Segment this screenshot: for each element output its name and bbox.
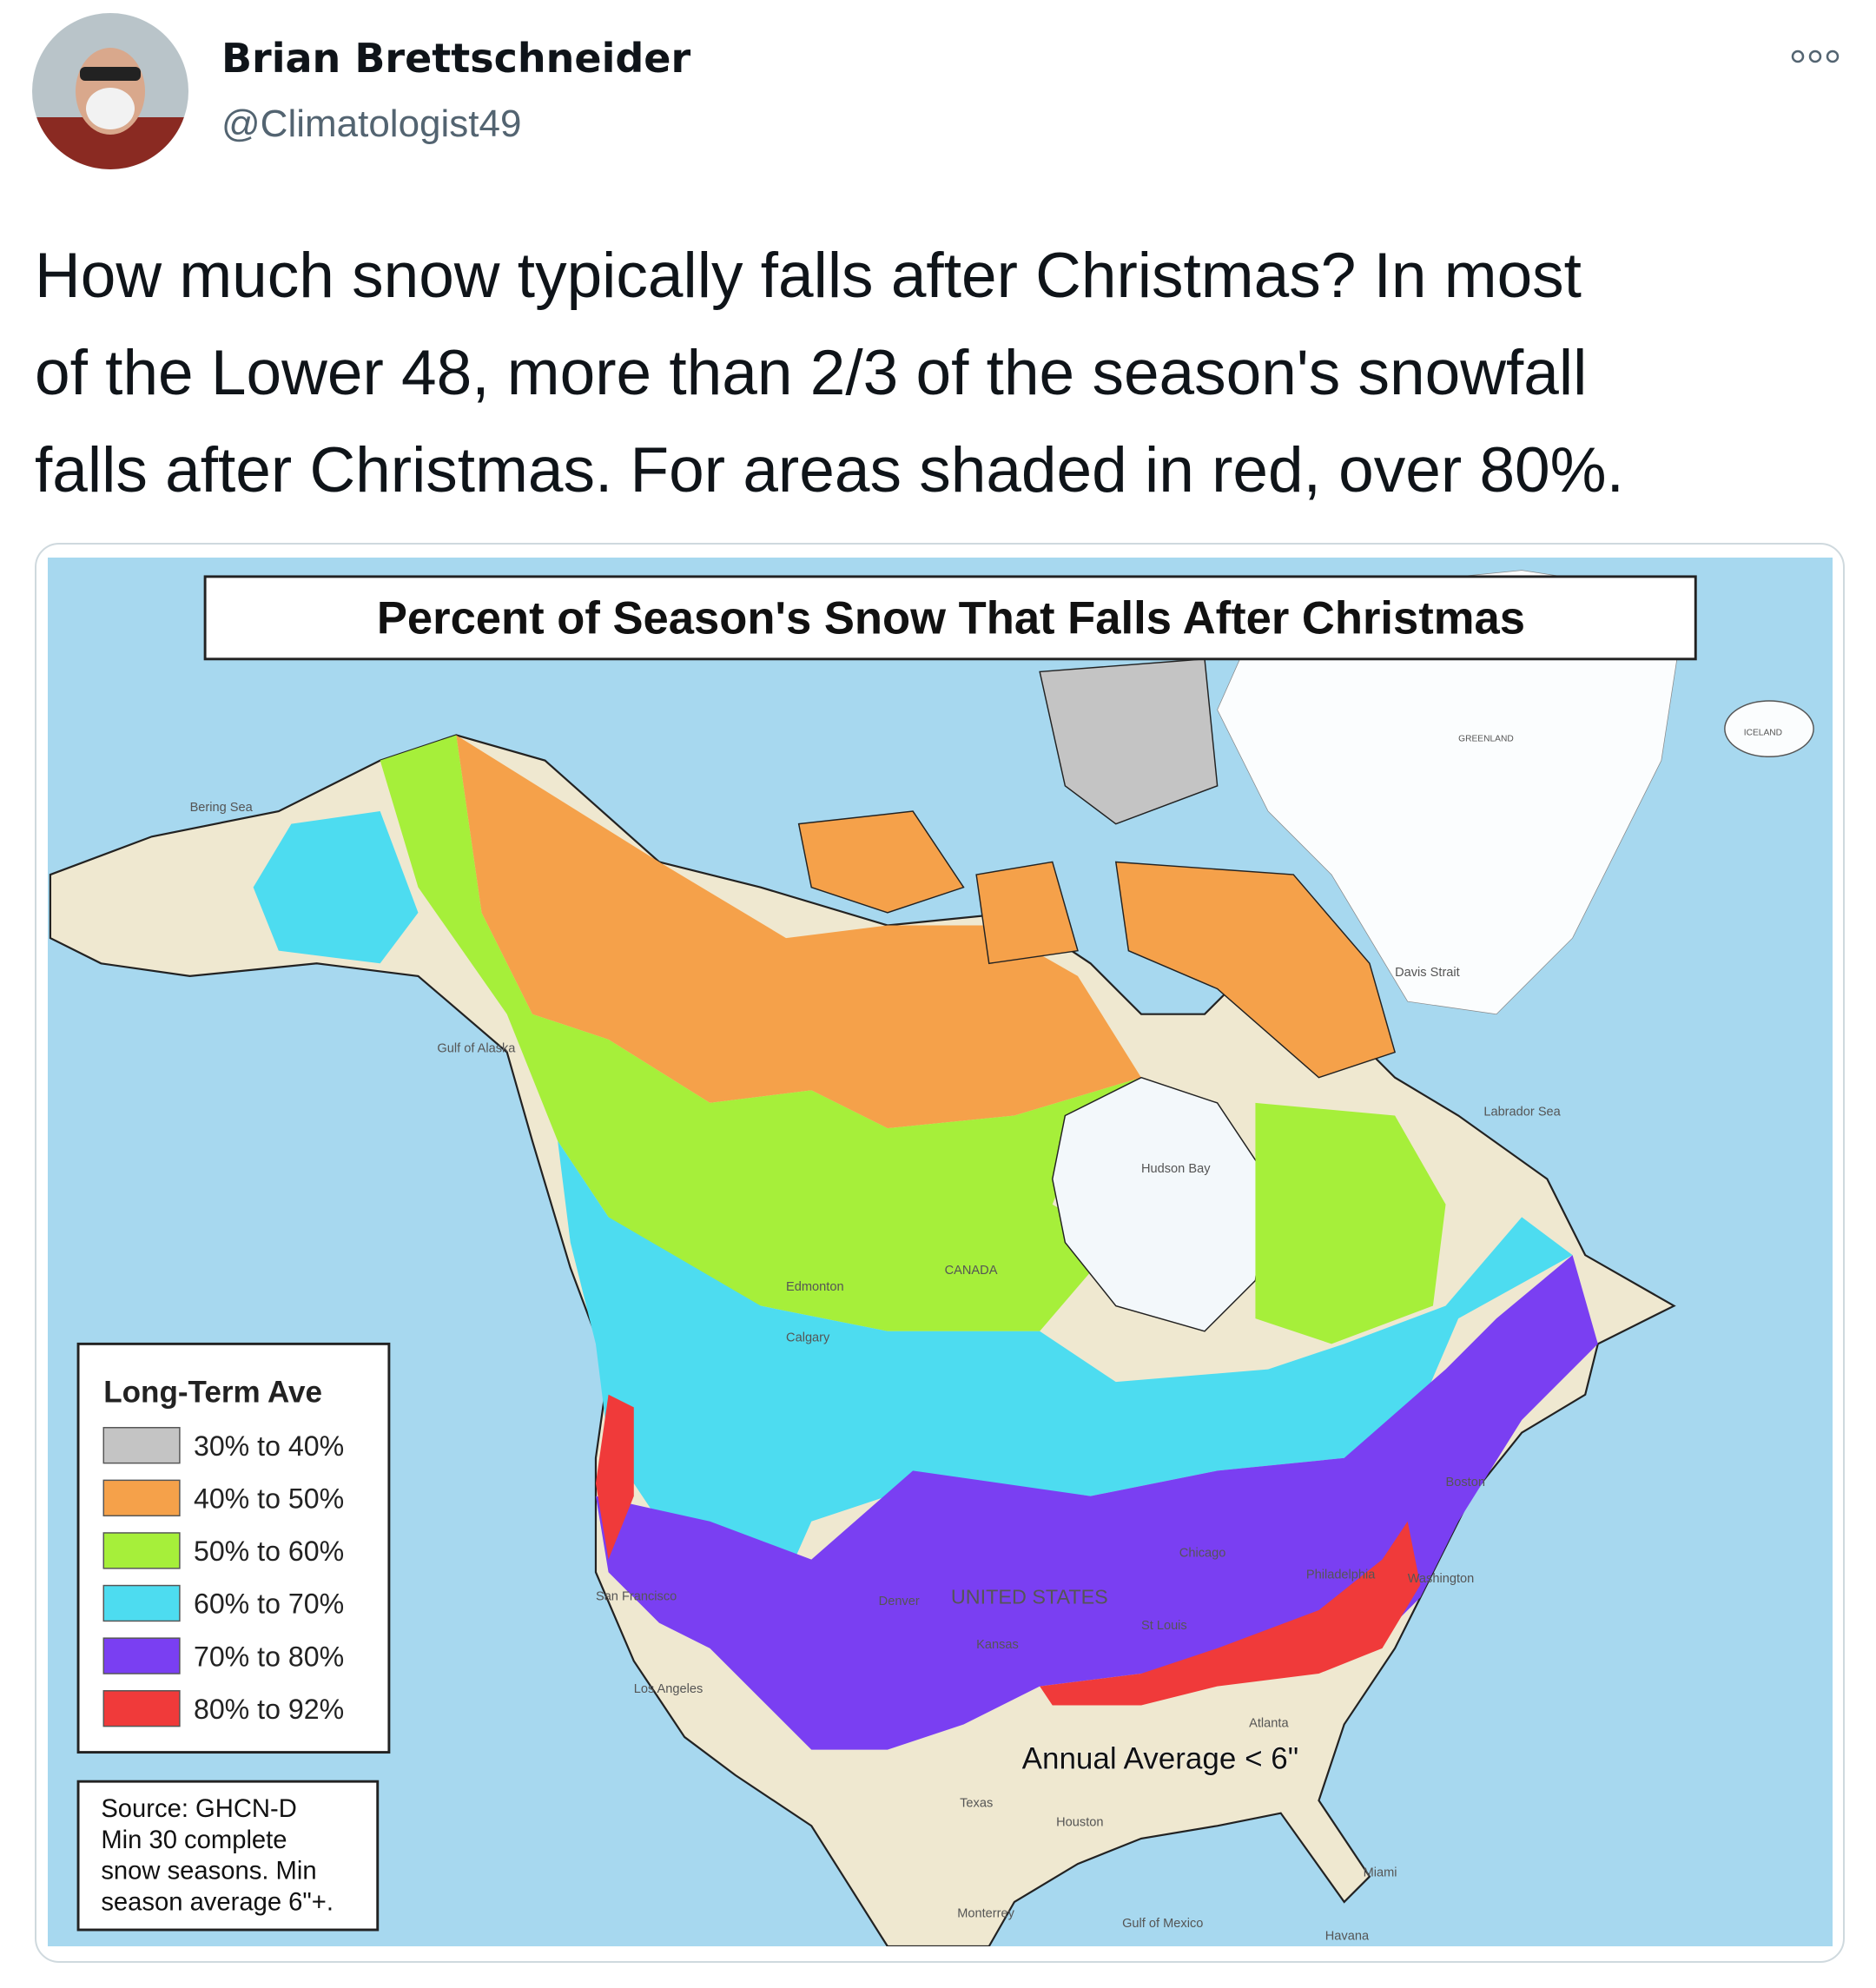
- legend-swatch: [102, 1427, 181, 1464]
- map-title: Percent of Season's Snow That Falls Afte…: [377, 593, 1525, 644]
- source-line: snow seasons. Min: [101, 1858, 316, 1886]
- author-name[interactable]: Brian Brettschneider: [221, 35, 691, 82]
- legend-label: 50% to 60%: [194, 1536, 344, 1567]
- map-label: St Louis: [1141, 1619, 1187, 1633]
- zone: [1114, 861, 1397, 1079]
- text-line: How much snow typically falls after Chri…: [35, 241, 1582, 311]
- map: CANADA UNITED STATES Hudson Bay Texas Ho…: [48, 558, 1833, 1946]
- source-box: [76, 1780, 380, 1932]
- legend: Long-Term Ave 30% to 40% 40% to 50% 50% to…: [76, 1342, 391, 1754]
- iceland: [1724, 700, 1814, 757]
- map-label: Davis Strait: [1395, 966, 1460, 980]
- legend-swatch: [102, 1532, 181, 1569]
- legend-label: 70% to 80%: [194, 1641, 344, 1672]
- map-label: Los Angeles: [634, 1682, 704, 1696]
- source-note: Source: GHCN-D Min 30 complete snow season…: [76, 1780, 380, 1932]
- zone: [558, 1140, 1573, 1636]
- map-label: Philadelphia: [1306, 1569, 1376, 1582]
- legend-swatch: [102, 1584, 181, 1622]
- map-label: Edmonton: [786, 1280, 844, 1294]
- tweet-text: How much snow typically falls after Chri…: [35, 228, 1624, 519]
- source-line: season average 6"+.: [101, 1888, 334, 1916]
- legend-label: 60% to 70%: [194, 1588, 344, 1620]
- map-label: Atlanta: [1249, 1716, 1289, 1730]
- map-label: ICELAND: [1744, 728, 1782, 737]
- map-label: CANADA: [945, 1264, 998, 1278]
- map-label: San Francisco: [596, 1589, 677, 1603]
- map-label: Hudson Bay: [1141, 1162, 1211, 1176]
- map-label: Washington: [1408, 1572, 1475, 1586]
- map-label: Miami: [1364, 1866, 1397, 1880]
- map-label: Monterrey: [957, 1906, 1014, 1920]
- map-label: Calgary: [786, 1331, 830, 1344]
- zone: [975, 861, 1079, 965]
- map-label: Gulf of Alaska: [437, 1042, 516, 1056]
- zone: [797, 810, 965, 914]
- text-line: falls after Christmas. For areas shaded …: [35, 435, 1624, 505]
- text-line: of the Lower 48, more than 2/3 of the se…: [35, 338, 1588, 408]
- more-menu[interactable]: [1789, 48, 1841, 65]
- source-line: Source: GHCN-D: [101, 1795, 296, 1823]
- hudson-bay: [1052, 1076, 1269, 1332]
- legend-label: 80% to 92%: [194, 1694, 344, 1725]
- map-label: Houston: [1056, 1815, 1103, 1829]
- source-line: Min 30 complete: [101, 1826, 287, 1854]
- legend-label: 40% to 50%: [194, 1483, 344, 1514]
- legend-swatch: [102, 1637, 181, 1674]
- zone: [1039, 658, 1219, 825]
- map-label: GREENLAND: [1458, 735, 1514, 744]
- legend-swatch: [102, 1479, 181, 1516]
- title-box: [203, 575, 1697, 661]
- legend-title: Long-Term Ave: [103, 1376, 322, 1410]
- map-label: Chicago: [1179, 1547, 1226, 1561]
- map-label: Bering Sea: [190, 801, 254, 815]
- map-label: Denver: [879, 1595, 920, 1608]
- map-label: UNITED STATES: [951, 1586, 1108, 1608]
- map-label: Texas: [960, 1796, 993, 1810]
- annotation: Annual Average < 6": [1022, 1742, 1299, 1776]
- map-label: Labrador Sea: [1483, 1106, 1561, 1119]
- legend-label: 30% to 40%: [194, 1430, 344, 1462]
- avatar[interactable]: [32, 13, 188, 169]
- zone: [1255, 1102, 1446, 1344]
- zone: [253, 811, 419, 964]
- author-handle[interactable]: @Climatologist49: [221, 102, 522, 145]
- map-label: Boston: [1446, 1476, 1485, 1489]
- zone: [380, 735, 1141, 1331]
- map-label: Gulf of Mexico: [1122, 1917, 1203, 1931]
- media-card[interactable]: [35, 543, 1845, 1963]
- map-label: Kansas: [976, 1638, 1019, 1652]
- legend-swatch: [102, 1690, 181, 1727]
- zone: [456, 735, 1141, 1129]
- zone: [1040, 1521, 1421, 1706]
- map-label: Havana: [1325, 1930, 1370, 1944]
- zone: [595, 1394, 634, 1560]
